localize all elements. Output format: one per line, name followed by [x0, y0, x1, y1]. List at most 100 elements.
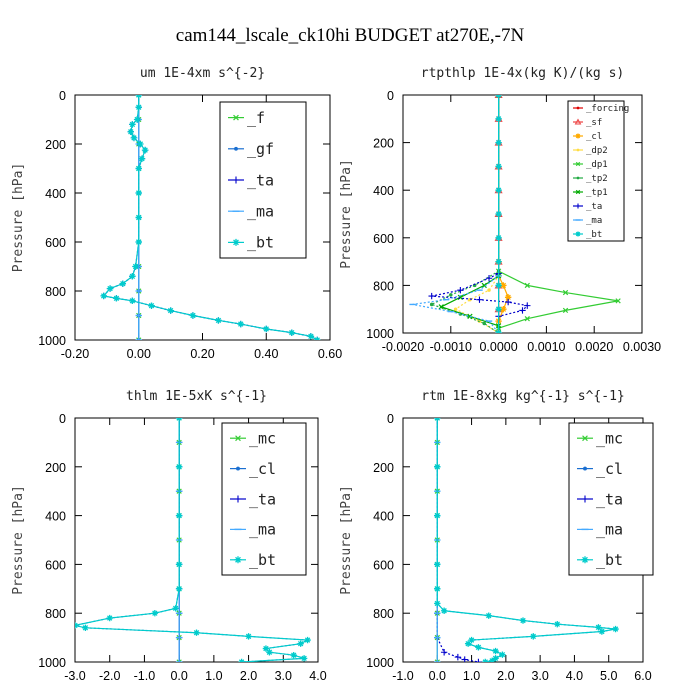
- data-point: [175, 561, 183, 568]
- series-group: [409, 95, 621, 333]
- panel-3: thlm 1E-5xK s^{-1} Pressure [hPa] -3.0 -2.0…: [11, 389, 327, 683]
- series-line-bt: [436, 418, 616, 662]
- data-point: [612, 625, 619, 633]
- data-point: [495, 282, 502, 289]
- legend-label: _tp1: [586, 188, 608, 198]
- legend-label: _ma: [249, 521, 276, 539]
- legend-marker: [575, 203, 581, 209]
- x-tick-label: 2.0: [240, 669, 257, 683]
- y-tick-label: 0: [387, 412, 394, 426]
- data-point: [519, 307, 526, 314]
- x-tick-label: 0.60: [318, 347, 342, 361]
- data-point: [438, 304, 444, 310]
- data-point: [434, 600, 441, 607]
- data-point: [106, 614, 113, 622]
- data-point: [495, 187, 502, 194]
- data-point: [530, 633, 537, 640]
- legend-marker: [574, 118, 582, 125]
- x-tick-label: 1.0: [205, 669, 222, 683]
- data-point: [135, 189, 142, 197]
- data-point: [141, 146, 149, 154]
- x-tick-label: -0.0020: [382, 340, 424, 354]
- data-point: [136, 337, 142, 340]
- data-point: [245, 633, 252, 640]
- y-tick-label: 0: [59, 89, 66, 103]
- data-point: [297, 640, 304, 647]
- x-tick-label: 0.0030: [623, 340, 661, 354]
- legend-marker: [576, 106, 580, 110]
- data-point: [495, 306, 502, 313]
- x-tick-label: 0.0020: [575, 340, 613, 354]
- y-axis-label: Pressure [hPa]: [11, 163, 26, 273]
- legend: _forcing _sf _cl _dp2 _dp1 _tp2 _tp1 _ta _ma _bt: [567, 100, 629, 242]
- y-tick-label: 800: [373, 607, 394, 621]
- y-tick-label: 400: [373, 510, 394, 524]
- data-point: [495, 234, 502, 241]
- series-line-tp2: [430, 95, 500, 333]
- y-tick-label: 200: [373, 461, 394, 475]
- data-point: [440, 607, 448, 614]
- series-line-tp1: [439, 95, 500, 333]
- data-point: [175, 418, 183, 422]
- y-tick-label: 400: [373, 184, 394, 198]
- legend-label: _ta: [247, 171, 274, 189]
- data-point: [304, 636, 311, 644]
- data-point: [238, 658, 245, 662]
- data-point: [524, 282, 530, 289]
- data-point: [482, 321, 487, 326]
- data-point: [487, 288, 491, 292]
- x-tick-label: -1.0: [392, 669, 414, 683]
- y-tick-label: 1000: [366, 327, 394, 341]
- series-line-ta: [436, 418, 479, 662]
- data-point: [464, 640, 472, 647]
- series-line-dp2: [454, 95, 500, 333]
- data-point: [499, 651, 506, 658]
- data-point: [468, 297, 472, 302]
- data-point: [132, 263, 139, 270]
- legend-marker: [582, 435, 588, 442]
- data-point: [113, 295, 120, 302]
- data-point: [495, 139, 502, 146]
- y-tick-label: 0: [387, 89, 394, 103]
- data-point: [440, 649, 448, 656]
- x-tick-label: -0.20: [61, 347, 90, 361]
- legend-marker: [575, 231, 581, 237]
- data-point: [504, 294, 512, 301]
- data-point: [434, 561, 441, 568]
- data-point: [434, 659, 440, 662]
- legend-marker: [583, 466, 587, 471]
- legend-label: _cl: [249, 460, 276, 478]
- data-point: [449, 293, 453, 297]
- figure-title: cam144_lscale_ck10hi BUDGET at270E,-7N: [176, 25, 525, 46]
- legend-label: _dp1: [586, 160, 608, 170]
- legend-label: _bt: [249, 551, 276, 569]
- data-point: [135, 104, 142, 111]
- legend-label: _dp2: [586, 146, 608, 156]
- data-point: [100, 292, 107, 300]
- legend: _mc _cl _ta _ma _bt: [568, 422, 654, 576]
- x-tick-label: -1.0: [134, 669, 156, 683]
- y-tick-label: 1000: [38, 656, 66, 670]
- data-point: [476, 296, 483, 303]
- x-tick-label: -3.0: [64, 669, 86, 683]
- x-tick-label: 0.00: [127, 347, 151, 361]
- data-point: [500, 306, 507, 313]
- legend-label: _ma: [247, 202, 274, 220]
- y-tick-label: 600: [373, 232, 394, 246]
- data-point: [129, 121, 136, 128]
- y-tick-label: 200: [45, 461, 66, 475]
- legend-marker: [234, 146, 238, 151]
- legend-marker: [575, 189, 581, 195]
- data-point: [495, 329, 502, 333]
- plot-frame: [74, 417, 319, 663]
- legend: _f _gf _ta _ma _bt: [219, 101, 307, 259]
- data-point: [428, 292, 435, 300]
- legend-marker: [233, 114, 239, 121]
- series-group: [75, 418, 311, 662]
- legend-label: _gf: [247, 140, 274, 158]
- y-axis-label: Pressure [hPa]: [11, 485, 26, 595]
- legend-marker: [581, 556, 589, 564]
- data-point: [175, 512, 183, 519]
- data-point: [598, 628, 606, 635]
- legend-marker: [576, 176, 580, 180]
